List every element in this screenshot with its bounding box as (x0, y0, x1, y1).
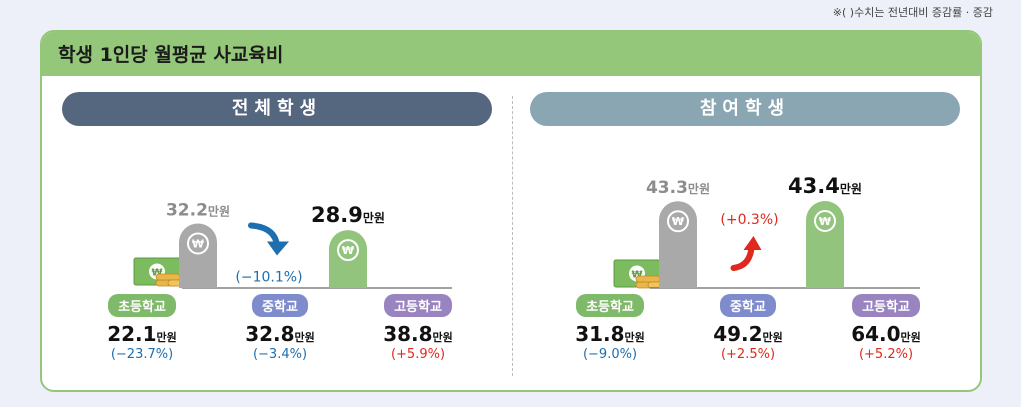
sub-value: 38.8 (383, 322, 433, 346)
won-icon-glyph: ₩ (672, 215, 684, 228)
sub-middle: 중학교 32.8만원 (−3.4%) (210, 294, 350, 362)
won-icon-glyph: ₩ (342, 244, 354, 257)
panel-title: 전체학생 (62, 92, 492, 126)
sub-change: (−23.7%) (110, 347, 174, 362)
banknote-glyph: ₩ (631, 270, 642, 281)
sub-change: (+2.5%) (720, 347, 776, 362)
panel-all-students: 전체학생 ₩₩201932.2만원₩202028.9만원(−10.1%) 초등학… (62, 92, 492, 382)
sub-value-row: 32.8만원 (210, 322, 350, 346)
sub-value: 32.8 (245, 322, 295, 346)
pill-high: 고등학교 (852, 294, 920, 317)
chart-all-students: ₩₩201932.2만원₩202028.9만원(−10.1%) (133, 200, 452, 289)
sub-elementary: 초등학교 31.8만원 (−9.0%) (540, 294, 680, 362)
bar-2020 (329, 230, 367, 288)
value-label: 43.3만원 (646, 178, 710, 198)
pill-elementary: 초등학교 (576, 294, 644, 317)
coin-icon (635, 275, 661, 283)
value-label: 43.4만원 (788, 174, 862, 198)
sub-elementary: 초등학교 22.1만원 (−23.7%) (72, 294, 212, 362)
sub-unit: 만원 (294, 331, 315, 344)
change-arrow-icon (730, 245, 755, 271)
card-header: 학생 1인당 월평균 사교육비 (42, 32, 980, 76)
footnote: ※( )수치는 전년대비 증감률 · 증감 (832, 6, 993, 19)
sub-middle: 중학교 49.2만원 (+2.5%) (678, 294, 818, 362)
won-icon-glyph: ₩ (819, 215, 831, 228)
sub-value: 49.2 (713, 322, 763, 346)
chart-participating-students: ₩₩201943.3만원₩202043.4만원(+0.3%) (613, 174, 920, 289)
sub-high: 고등학교 38.8만원 (+5.9%) (348, 294, 488, 362)
won-icon (187, 232, 209, 255)
sub-unit: 만원 (156, 331, 177, 344)
sub-unit: 만원 (900, 331, 921, 344)
banknote-glyph: ₩ (151, 268, 162, 279)
sub-high: 고등학교 64.0만원 (+5.2%) (816, 294, 956, 362)
sub-unit: 만원 (432, 331, 453, 344)
sub-change: (+5.9%) (390, 347, 446, 362)
won-icon (814, 210, 836, 232)
sub-value: 22.1 (107, 322, 157, 346)
sub-change: (−9.0%) (582, 347, 638, 362)
panel-participating-students: 참여학생 ₩₩201943.3만원₩202043.4만원(+0.3%) 초등학교… (530, 92, 960, 382)
card-title: 학생 1인당 월평균 사교육비 (58, 44, 284, 66)
coin-icon (155, 273, 181, 281)
panel-title: 참여학생 (530, 92, 960, 126)
pill-middle: 중학교 (720, 294, 776, 317)
sub-value-row: 22.1만원 (72, 322, 212, 346)
won-icon (337, 239, 359, 262)
sub-value-row: 38.8만원 (348, 322, 488, 346)
change-arrow-head (743, 236, 762, 250)
infographic-card: 학생 1인당 월평균 사교육비 전체학생 ₩₩201932.2만원₩202028… (40, 30, 982, 392)
pill-middle: 중학교 (252, 294, 308, 317)
sub-unit: 만원 (762, 331, 783, 344)
change-label: (−10.1%) (235, 269, 302, 285)
sub-change: (+5.2%) (858, 347, 914, 362)
change-label: (+0.3%) (720, 212, 778, 228)
panel-divider (512, 96, 513, 376)
value-label: 32.2만원 (166, 200, 230, 220)
sub-value-row: 31.8만원 (540, 322, 680, 346)
sub-value-row: 64.0만원 (816, 322, 956, 346)
value-label: 28.9만원 (311, 203, 385, 227)
sub-value: 64.0 (851, 322, 901, 346)
sub-value-row: 49.2만원 (678, 322, 818, 346)
won-icon-glyph: ₩ (192, 237, 204, 250)
sub-change: (−3.4%) (252, 347, 308, 362)
pill-elementary: 초등학교 (108, 294, 176, 317)
change-arrow-head (267, 241, 289, 256)
won-icon (667, 210, 689, 233)
sub-value: 31.8 (575, 322, 625, 346)
sub-unit: 만원 (624, 331, 645, 344)
pill-high: 고등학교 (384, 294, 452, 317)
